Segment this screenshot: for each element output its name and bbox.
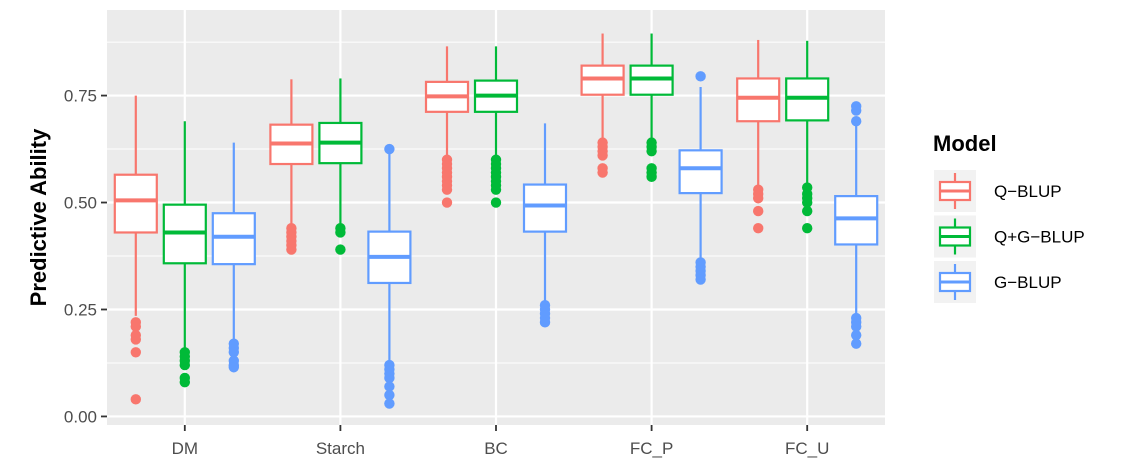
x-tick-label: Starch <box>316 439 365 458</box>
box-FC_U-Q−BLUP <box>736 39 781 234</box>
outlier-point <box>490 184 502 195</box>
outlier-point <box>179 359 190 371</box>
box-DM-Q−BLUP <box>113 95 158 405</box>
outlier-point <box>228 347 239 358</box>
x-tick-label: FC_P <box>630 439 673 458</box>
box-DM-G−BLUP <box>211 142 256 373</box>
box-BC-Q−BLUP <box>424 46 470 208</box>
axes-layer: 0.00 0.25 0.50 0.75 DM Starch BC FC_P FC_U <box>64 87 829 458</box>
outlier-point <box>384 381 395 392</box>
box-FC_P-Q−BLUP <box>580 33 625 178</box>
iqr-box <box>678 149 723 195</box>
y-tick-label: 0.50 <box>64 194 97 213</box>
outlier-point <box>490 197 502 208</box>
x-tick-label: FC_U <box>785 439 829 458</box>
outlier-point <box>130 334 141 345</box>
iqr-box <box>113 173 158 234</box>
box-BC-G−BLUP <box>522 123 568 328</box>
outlier-point <box>802 197 813 208</box>
legend-entry: Q−BLUP <box>934 170 1062 212</box>
outlier-point <box>851 105 862 116</box>
legend: Model Q−BLUP Q+G−BLUP G−BLUP <box>933 131 1085 303</box>
outlier-point <box>851 338 862 349</box>
outlier-point <box>130 321 141 332</box>
outlier-point <box>441 197 453 208</box>
outlier-point <box>441 184 453 195</box>
legend-label: Q−BLUP <box>994 182 1062 201</box>
legend-title: Model <box>933 131 997 156</box>
outlier-point <box>802 205 813 217</box>
outlier-point <box>179 377 190 388</box>
outlier-point <box>228 362 239 373</box>
outlier-point <box>646 171 657 183</box>
iqr-box <box>522 183 568 233</box>
iqr-box <box>736 77 781 123</box>
outlier-point <box>851 329 862 341</box>
outlier-point <box>753 222 764 234</box>
box-DM-Q+G−BLUP <box>162 121 207 388</box>
legend-label: G−BLUP <box>994 273 1062 292</box>
outlier-point <box>597 150 608 161</box>
box-FC_P-Q+G−BLUP <box>629 33 674 183</box>
legend-entry: G−BLUP <box>934 261 1062 303</box>
box-Starch-G−BLUP <box>367 143 412 409</box>
box-FC_P-G−BLUP <box>678 71 723 285</box>
box-FC_U-Q+G−BLUP <box>785 40 830 234</box>
box-Starch-Q−BLUP <box>269 79 314 255</box>
legend-label: Q+G−BLUP <box>994 228 1085 247</box>
outlier-point <box>384 143 395 155</box>
outlier-point <box>695 274 706 285</box>
y-axis-label: Predictive Ability <box>26 128 51 306</box>
outlier-point <box>597 167 608 178</box>
x-tick-label: DM <box>172 439 198 458</box>
y-tick-label: 0.75 <box>64 87 97 106</box>
outlier-point <box>851 321 862 332</box>
outlier-point <box>851 116 862 127</box>
outlier-point <box>384 398 395 409</box>
y-tick-label: 0.00 <box>64 407 97 426</box>
outlier-point <box>539 317 551 328</box>
outlier-point <box>753 193 764 204</box>
outlier-point <box>384 372 395 384</box>
outlier-point <box>286 244 297 255</box>
box-FC_U-G−BLUP <box>834 101 879 349</box>
outlier-point <box>335 227 346 238</box>
outlier-point <box>753 205 764 217</box>
outlier-point <box>695 71 706 82</box>
outlier-point <box>802 222 813 234</box>
outlier-point <box>384 389 395 401</box>
x-tick-label: BC <box>484 439 508 458</box>
outlier-point <box>130 347 141 358</box>
outlier-point <box>646 145 657 157</box>
box-Starch-Q+G−BLUP <box>318 78 363 255</box>
box-BC-Q+G−BLUP <box>473 46 519 208</box>
outlier-point <box>130 394 141 405</box>
boxes-layer <box>113 33 879 409</box>
outlier-point <box>335 244 346 255</box>
y-tick-label: 0.25 <box>64 300 97 319</box>
legend-entry: Q+G−BLUP <box>934 215 1085 258</box>
